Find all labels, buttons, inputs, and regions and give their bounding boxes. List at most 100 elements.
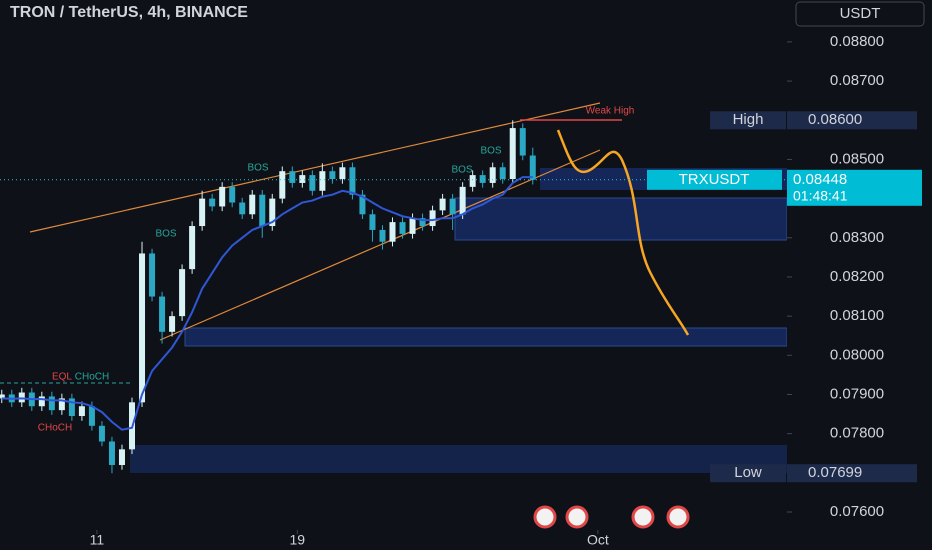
candle	[199, 190, 206, 231]
annotation: BOS	[451, 165, 472, 176]
candle	[149, 248, 156, 302]
candle	[179, 264, 186, 321]
candle-body	[68, 398, 75, 417]
candle-body	[269, 198, 276, 227]
y-tick-label: 0.07600	[830, 503, 884, 520]
candle-body	[319, 171, 326, 191]
candle-body	[499, 167, 506, 180]
candle	[68, 393, 75, 421]
candle-body	[48, 396, 55, 411]
marker-tag	[710, 464, 786, 483]
candle	[329, 166, 336, 184]
currency-button[interactable]	[795, 1, 925, 27]
y-tick-label: 0.08000	[830, 346, 884, 363]
x-tick-label: 11	[90, 532, 105, 548]
marker-label: Low	[734, 464, 762, 481]
candle	[259, 189, 266, 238]
marker-value: 0.07699	[808, 464, 862, 481]
candle-body	[58, 398, 65, 411]
candle	[249, 189, 256, 219]
candle-body	[209, 198, 216, 207]
candle-body	[359, 194, 366, 215]
annotation: EQL	[52, 372, 72, 383]
zone	[184, 327, 788, 347]
candle	[189, 221, 196, 274]
candle	[439, 193, 446, 216]
candle	[319, 163, 326, 196]
countdown-label: 01:48:41	[793, 188, 848, 204]
marker-badge	[787, 111, 917, 130]
candle-body	[189, 226, 196, 270]
candle-body	[449, 198, 456, 215]
candle-body	[88, 406, 95, 426]
candle	[419, 213, 426, 231]
candle-body	[489, 167, 496, 183]
candle-body	[439, 198, 446, 211]
candle-body	[279, 171, 286, 199]
marker-tag	[710, 111, 786, 130]
candle-body	[229, 186, 236, 203]
candle	[429, 205, 436, 231]
candle	[289, 166, 296, 188]
candle	[499, 162, 506, 184]
candle-body	[339, 167, 346, 180]
candle-body	[249, 194, 256, 215]
candle	[219, 182, 226, 212]
candle-body	[299, 175, 306, 183]
marker-label: High	[733, 111, 764, 128]
candle	[38, 391, 45, 411]
icons	[533, 505, 690, 529]
candle-body	[349, 167, 356, 195]
candle	[479, 170, 486, 188]
candle-body	[219, 186, 226, 207]
zone	[130, 445, 787, 473]
candle	[369, 209, 376, 242]
candle-body	[399, 222, 406, 234]
candle	[389, 217, 396, 247]
candle-body	[259, 194, 266, 227]
flag-icon	[631, 505, 655, 529]
projection-curve	[556, 129, 690, 336]
symbol-label: TRXUSDT	[679, 171, 750, 188]
marks	[0, 120, 536, 474]
currency-label[interactable]: USDT	[840, 5, 881, 22]
candle-body	[309, 175, 316, 191]
candle	[359, 189, 366, 219]
trendline	[159, 149, 601, 341]
candle	[519, 123, 526, 161]
candle	[108, 436, 115, 474]
annotation: BOS	[247, 163, 268, 174]
candle	[209, 193, 216, 212]
candle-body	[239, 202, 246, 215]
x-tick-label: 19	[290, 532, 306, 548]
candle	[0, 389, 5, 404]
candle	[78, 401, 85, 421]
y-tick-label: 0.07900	[830, 385, 884, 402]
y-tick-label: 0.08700	[830, 72, 884, 89]
y-tick-label: 0.07800	[830, 425, 884, 442]
candle-body	[139, 253, 146, 403]
annotation: CHoCH	[75, 372, 109, 383]
candle-body	[98, 425, 105, 442]
x-tick-label: Oct	[587, 532, 609, 548]
candle	[339, 162, 346, 184]
candle-body	[118, 449, 125, 465]
candle-body	[419, 218, 426, 227]
marker-badge	[787, 464, 917, 483]
candle-body	[199, 198, 206, 227]
y-tick-label: 0.08100	[830, 307, 884, 324]
price-label: 0.08448	[793, 171, 847, 188]
candle	[469, 170, 476, 192]
candle-body	[179, 269, 186, 317]
candle-body	[459, 186, 466, 215]
candle	[489, 162, 496, 188]
candle-body	[289, 171, 296, 183]
zone	[454, 197, 788, 241]
candle	[279, 166, 286, 204]
flag-icon	[565, 505, 589, 529]
price-badge	[787, 169, 922, 206]
candle-body	[519, 128, 526, 156]
y-tick-label: 0.08500	[830, 150, 884, 167]
